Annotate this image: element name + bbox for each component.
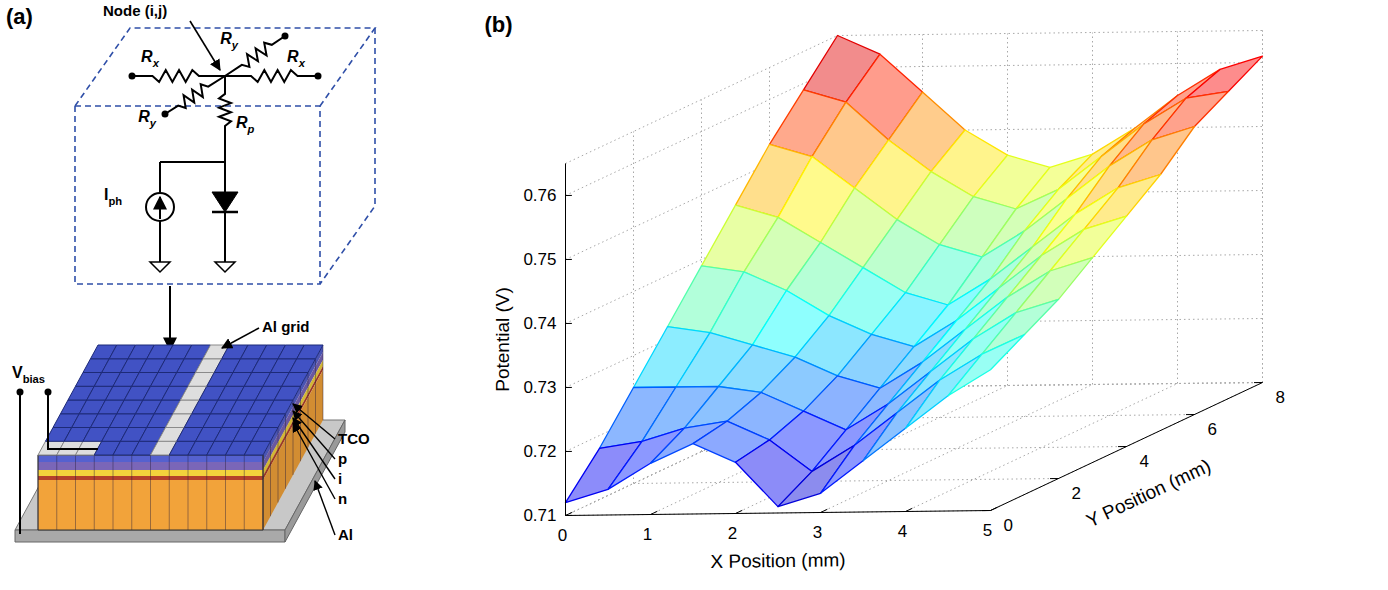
svg-text:0.71: 0.71 xyxy=(523,506,556,525)
svg-text:Al: Al xyxy=(338,526,353,543)
svg-text:0.75: 0.75 xyxy=(523,250,556,269)
svg-text:Ry: Ry xyxy=(138,108,157,129)
svg-text:X Position (mm): X Position (mm) xyxy=(710,549,845,572)
svg-text:5: 5 xyxy=(983,521,992,540)
svg-text:TCO: TCO xyxy=(338,430,370,447)
svg-text:6: 6 xyxy=(1208,420,1217,439)
svg-text:Rp: Rp xyxy=(236,114,255,135)
svg-text:(a): (a) xyxy=(6,4,33,29)
svg-text:Y Position (mm): Y Position (mm) xyxy=(1083,455,1214,531)
svg-text:8: 8 xyxy=(1276,388,1285,407)
svg-text:3: 3 xyxy=(813,523,822,542)
svg-text:Rx: Rx xyxy=(287,48,306,69)
svg-text:4: 4 xyxy=(898,522,907,541)
svg-text:n: n xyxy=(338,490,347,507)
svg-text:Ry: Ry xyxy=(220,30,239,51)
svg-text:Potential (V): Potential (V) xyxy=(492,287,513,392)
svg-text:0.76: 0.76 xyxy=(523,186,556,205)
svg-text:p: p xyxy=(338,450,347,467)
svg-text:Al grid: Al grid xyxy=(262,318,310,335)
svg-text:2: 2 xyxy=(728,524,737,543)
svg-text:Rx: Rx xyxy=(141,48,160,69)
svg-text:0: 0 xyxy=(1004,516,1013,535)
svg-text:0: 0 xyxy=(558,526,567,545)
svg-text:1: 1 xyxy=(643,525,652,544)
svg-text:0.74: 0.74 xyxy=(523,314,556,333)
svg-text:Vbias: Vbias xyxy=(12,364,45,385)
svg-text:0.72: 0.72 xyxy=(523,442,556,461)
svg-text:(b): (b) xyxy=(485,12,513,37)
svg-text:2: 2 xyxy=(1072,484,1081,503)
svg-text:Iph: Iph xyxy=(104,186,122,207)
svg-text:4: 4 xyxy=(1140,452,1149,471)
svg-text:Node (i,j): Node (i,j) xyxy=(103,2,167,19)
svg-text:0.73: 0.73 xyxy=(523,378,556,397)
svg-text:i: i xyxy=(338,470,342,487)
